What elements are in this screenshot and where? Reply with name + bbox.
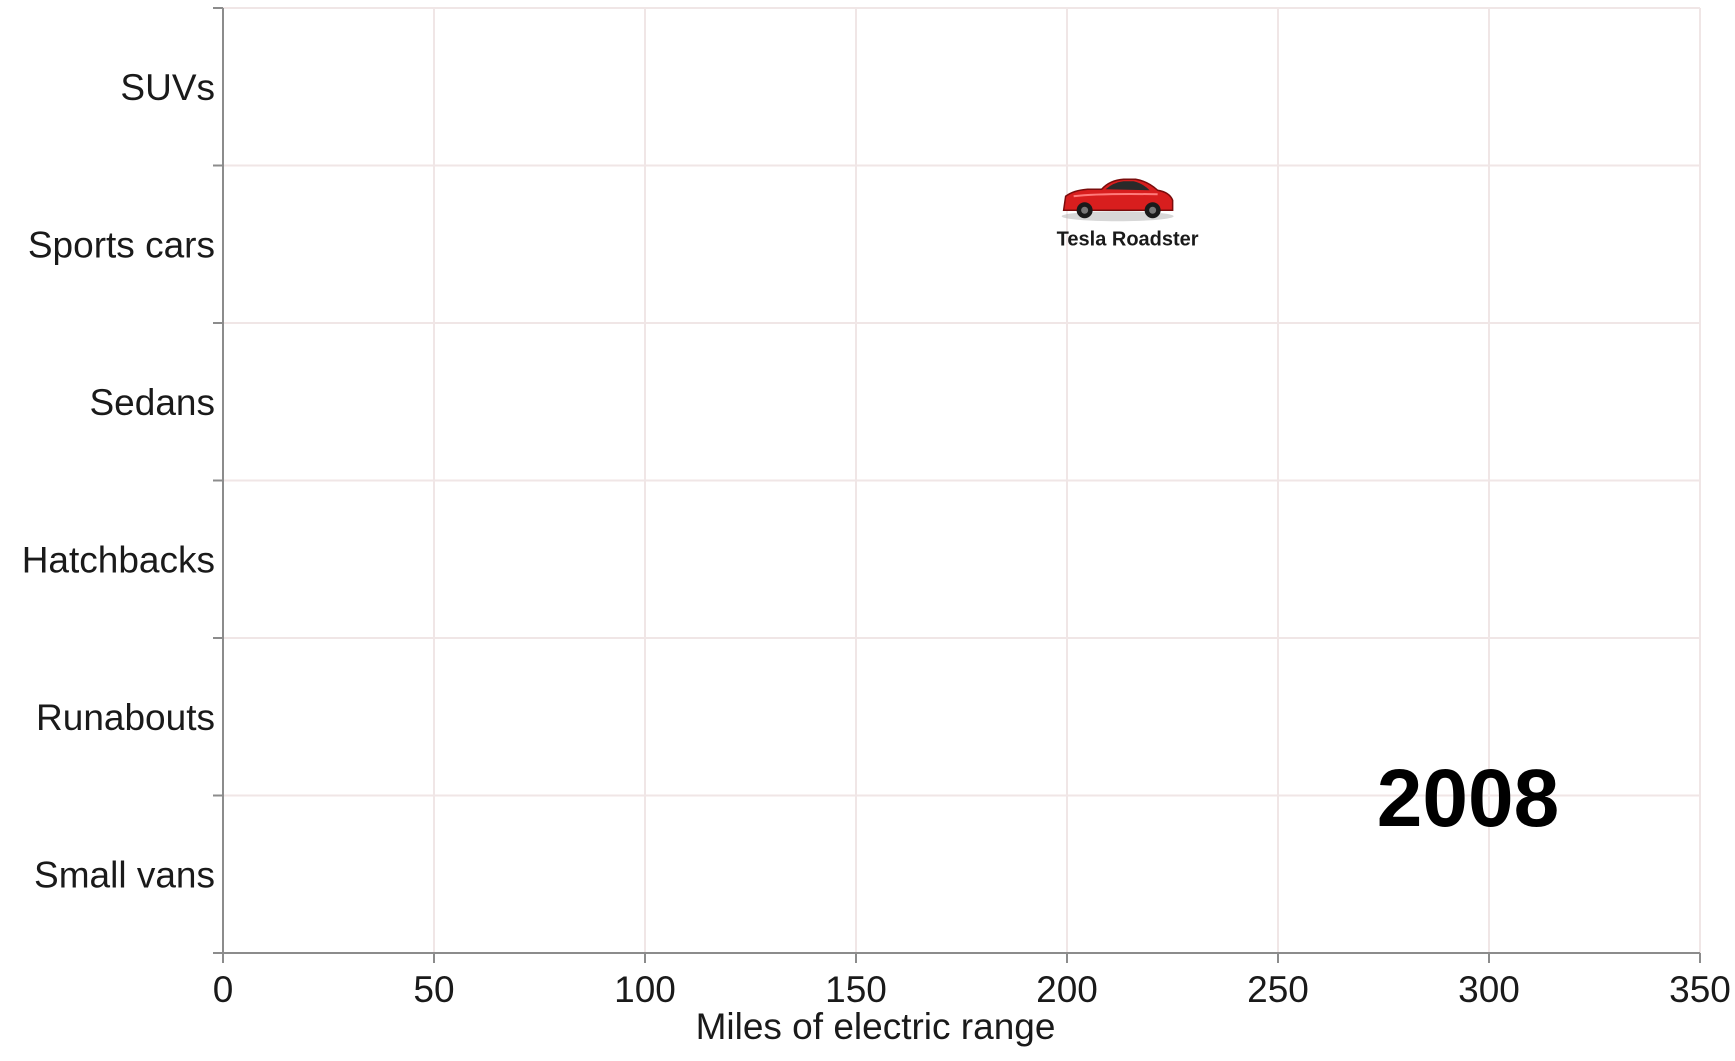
red-sports-car-icon: [1061, 178, 1174, 222]
data-points: Tesla Roadster: [1057, 178, 1199, 250]
x-tick-label: 100: [614, 969, 676, 1010]
gridlines: [223, 7, 1701, 953]
x-tick-label: 250: [1247, 969, 1309, 1010]
category-label: Small vans: [34, 854, 215, 895]
axes: [213, 7, 1701, 963]
x-tick-label: 0: [213, 969, 234, 1010]
x-axis-title: Miles of electric range: [696, 1006, 1056, 1047]
year-annotation: 2008: [1377, 753, 1559, 844]
category-label: SUVs: [120, 67, 215, 108]
category-label: Sedans: [90, 382, 216, 423]
x-tick-label: 50: [413, 969, 454, 1010]
x-tick-label: 200: [1036, 969, 1098, 1010]
x-tick-label: 150: [825, 969, 887, 1010]
category-labels: SUVs Sports cars Sedans Hatchbacks Runabouts…: [22, 67, 215, 896]
category-label: Sports cars: [28, 224, 215, 265]
x-tick-label: 300: [1458, 969, 1520, 1010]
x-tick-label: 350: [1669, 969, 1731, 1010]
x-tick-labels: 0 50 100 150 200 250 300 350: [213, 969, 1731, 1010]
data-point-label: Tesla Roadster: [1057, 228, 1199, 250]
data-point: Tesla Roadster: [1057, 178, 1199, 250]
category-label: Hatchbacks: [22, 539, 215, 580]
category-label: Runabouts: [36, 697, 215, 738]
